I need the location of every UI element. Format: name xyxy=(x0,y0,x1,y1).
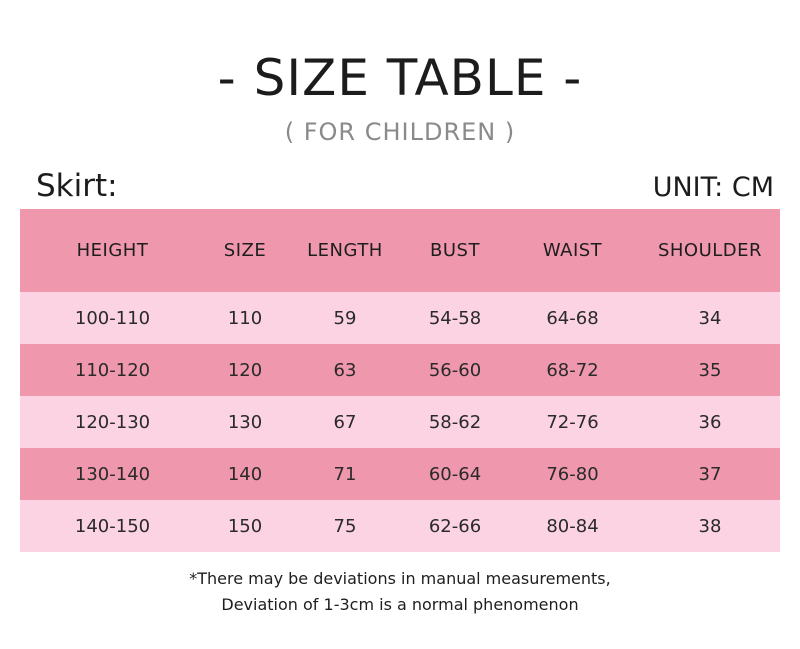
column-header-bust: BUST xyxy=(430,240,480,261)
table-cell: 62-66 xyxy=(428,515,482,537)
table-cell: 110 xyxy=(227,307,263,329)
table-cell: 130 xyxy=(227,411,263,433)
table-cell: 100-110 xyxy=(74,307,151,329)
table-row: 130-140 140 71 60-64 76-80 37 xyxy=(20,448,780,500)
table-cell: 140 xyxy=(227,463,263,485)
table-cell: 80-84 xyxy=(546,515,599,537)
table-cell: 54-58 xyxy=(428,307,482,329)
table-header-row: HEIGHT SIZE LENGTH BUST WAIST SHOULDER xyxy=(20,209,780,292)
column-header-length: LENGTH xyxy=(307,240,383,261)
table-row: 120-130 130 67 58-62 72-76 36 xyxy=(20,396,780,448)
unit-label: UNIT: CM xyxy=(652,172,774,203)
table-row: 110-120 120 63 56-60 68-72 35 xyxy=(20,344,780,396)
table-cell: 34 xyxy=(698,307,722,329)
table-cell: 110-120 xyxy=(74,359,151,381)
column-header-size: SIZE xyxy=(223,240,267,261)
page-subtitle: ( FOR CHILDREN ) xyxy=(284,118,516,146)
table-cell: 58-62 xyxy=(428,411,482,433)
table-cell: 38 xyxy=(698,515,722,537)
column-header-waist: WAIST xyxy=(542,240,603,261)
table-cell: 64-68 xyxy=(546,307,599,329)
table-cell: 37 xyxy=(698,463,722,485)
table-cell: 130-140 xyxy=(74,463,151,485)
table-cell: 71 xyxy=(333,463,357,485)
table-cell: 63 xyxy=(333,359,357,381)
column-header-height: HEIGHT xyxy=(76,240,149,261)
table-cell: 35 xyxy=(698,359,722,381)
table-cell: 76-80 xyxy=(546,463,599,485)
footnote-line: Deviation of 1-3cm is a normal phenomeno… xyxy=(221,595,579,614)
table-cell: 59 xyxy=(333,307,357,329)
table-cell: 67 xyxy=(333,411,357,433)
table-cell: 120-130 xyxy=(74,411,151,433)
table-row: 100-110 110 59 54-58 64-68 34 xyxy=(20,292,780,344)
table-cell: 140-150 xyxy=(74,515,151,537)
size-table: HEIGHT SIZE LENGTH BUST WAIST SHOULDER 1… xyxy=(20,209,780,552)
table-cell: 68-72 xyxy=(546,359,599,381)
footnote: *There may be deviations in manual measu… xyxy=(0,566,800,618)
column-header-shoulder: SHOULDER xyxy=(657,240,763,261)
footnote-line: *There may be deviations in manual measu… xyxy=(189,569,611,588)
page-title: - SIZE TABLE - xyxy=(217,49,583,107)
table-cell: 56-60 xyxy=(428,359,482,381)
section-label: Skirt: xyxy=(36,168,118,204)
table-row: 140-150 150 75 62-66 80-84 38 xyxy=(20,500,780,552)
table-cell: 150 xyxy=(227,515,263,537)
table-cell: 75 xyxy=(333,515,357,537)
table-cell: 72-76 xyxy=(546,411,599,433)
table-cell: 120 xyxy=(227,359,263,381)
table-cell: 36 xyxy=(698,411,722,433)
table-cell: 60-64 xyxy=(428,463,482,485)
